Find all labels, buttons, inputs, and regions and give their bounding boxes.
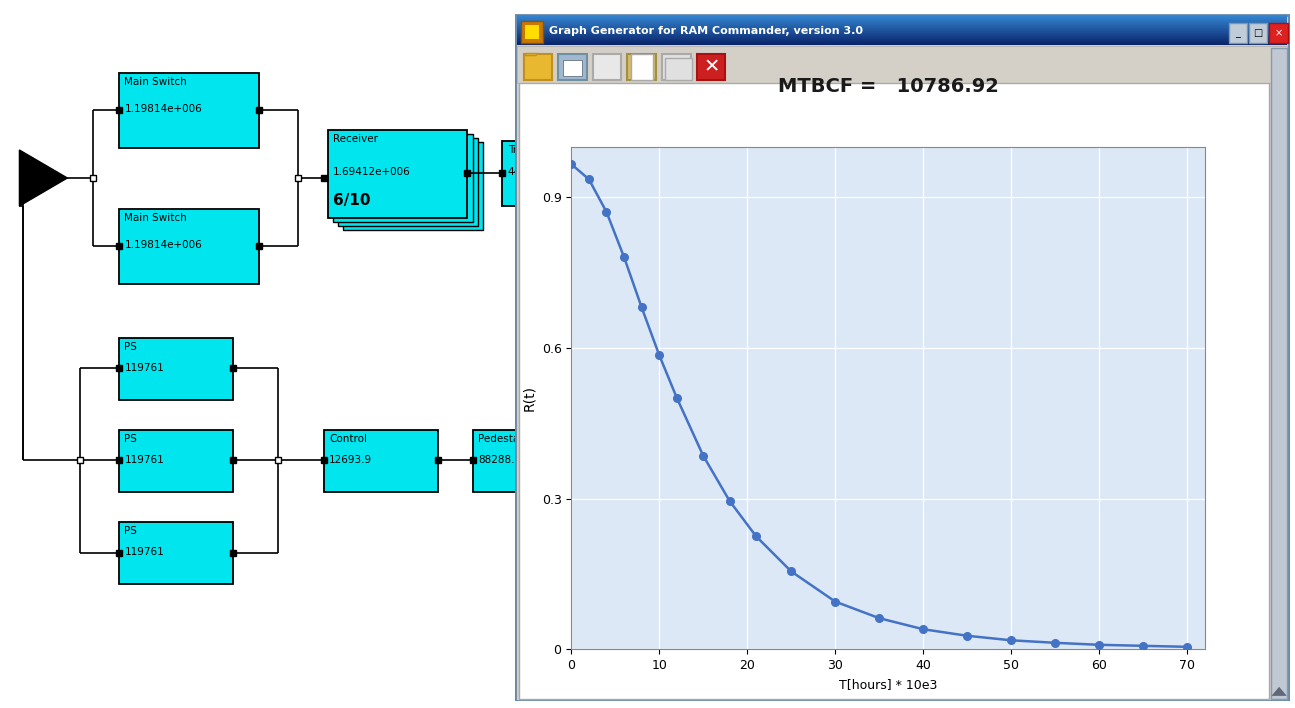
Bar <box>518 33 1287 35</box>
Bar <box>119 338 233 400</box>
Text: MTBCF =   10786.92: MTBCF = 10786.92 <box>777 77 998 96</box>
Text: ✕: ✕ <box>704 57 720 76</box>
Polygon shape <box>19 150 67 206</box>
Bar <box>518 21 1287 22</box>
Bar <box>666 57 692 80</box>
Bar <box>518 30 1287 31</box>
Bar <box>563 59 581 76</box>
Text: 445099: 445099 <box>508 167 548 177</box>
Text: PS: PS <box>124 342 137 352</box>
Text: Control: Control <box>329 434 366 444</box>
Bar <box>518 29 1287 30</box>
Text: Main Switch: Main Switch <box>124 77 186 87</box>
Text: PS: PS <box>124 526 137 536</box>
Bar <box>119 73 259 148</box>
Text: Transmitter: Transmitter <box>508 145 567 155</box>
Bar <box>1269 23 1287 43</box>
Text: 12693.9: 12693.9 <box>329 455 372 464</box>
Bar <box>1250 23 1268 43</box>
Bar <box>518 35 1287 36</box>
Bar <box>518 38 1287 40</box>
Bar <box>328 130 467 218</box>
Bar <box>473 430 587 492</box>
Bar <box>518 25 1287 26</box>
Bar <box>518 43 1287 45</box>
Bar <box>518 31 1287 33</box>
FancyBboxPatch shape <box>523 54 552 80</box>
Bar <box>519 83 1269 699</box>
Polygon shape <box>526 54 537 55</box>
Y-axis label: R(t): R(t) <box>522 385 536 411</box>
Bar <box>1229 23 1247 43</box>
Bar <box>343 142 483 230</box>
Bar <box>338 138 478 226</box>
Bar <box>324 430 438 492</box>
Text: _: _ <box>1235 28 1241 38</box>
Text: 1.69412e+006: 1.69412e+006 <box>333 167 411 177</box>
Bar <box>518 16 1287 17</box>
Bar <box>518 24 1287 25</box>
Text: 6/10: 6/10 <box>333 193 370 208</box>
Bar <box>502 141 616 206</box>
Text: □: □ <box>1254 28 1263 38</box>
Text: PS: PS <box>124 434 137 444</box>
Bar <box>333 134 473 222</box>
Bar <box>518 40 1287 42</box>
Bar <box>119 430 233 492</box>
Bar <box>631 54 653 80</box>
Bar <box>593 54 622 80</box>
Text: Pedestal: Pedestal <box>478 434 522 444</box>
Bar <box>119 522 233 584</box>
Bar <box>518 17 1287 18</box>
Bar <box>518 23 1287 24</box>
Bar <box>697 54 725 80</box>
Bar <box>628 54 657 80</box>
Bar <box>518 42 1287 43</box>
Bar <box>518 19 1287 21</box>
Bar <box>518 26 1287 28</box>
Text: Graph Generator for RAM Commander, version 3.0: Graph Generator for RAM Commander, versi… <box>549 26 862 36</box>
Bar <box>521 21 543 43</box>
Text: 1.19814e+006: 1.19814e+006 <box>124 240 202 250</box>
Text: 1.19814e+006: 1.19814e+006 <box>124 104 202 114</box>
X-axis label: T[hours] * 10e3: T[hours] * 10e3 <box>839 678 938 690</box>
Bar <box>518 18 1287 19</box>
Bar <box>524 25 539 40</box>
Bar <box>523 54 552 80</box>
Bar <box>518 47 1287 83</box>
Polygon shape <box>1272 687 1287 696</box>
Text: ×: × <box>1274 28 1282 38</box>
Text: Main Switch: Main Switch <box>124 213 186 223</box>
Text: 119761: 119761 <box>124 362 164 372</box>
Bar <box>119 209 259 284</box>
Bar <box>518 36 1287 38</box>
Text: 119761: 119761 <box>124 455 164 464</box>
Bar <box>518 22 1287 23</box>
Bar <box>518 28 1287 29</box>
Bar <box>1272 49 1287 699</box>
Text: 88288.5: 88288.5 <box>478 455 521 464</box>
Bar <box>558 54 587 80</box>
Bar <box>662 54 690 80</box>
Bar <box>518 15 1287 16</box>
Text: 119761: 119761 <box>124 547 164 556</box>
Polygon shape <box>619 432 667 488</box>
Text: Receiver: Receiver <box>333 134 378 144</box>
